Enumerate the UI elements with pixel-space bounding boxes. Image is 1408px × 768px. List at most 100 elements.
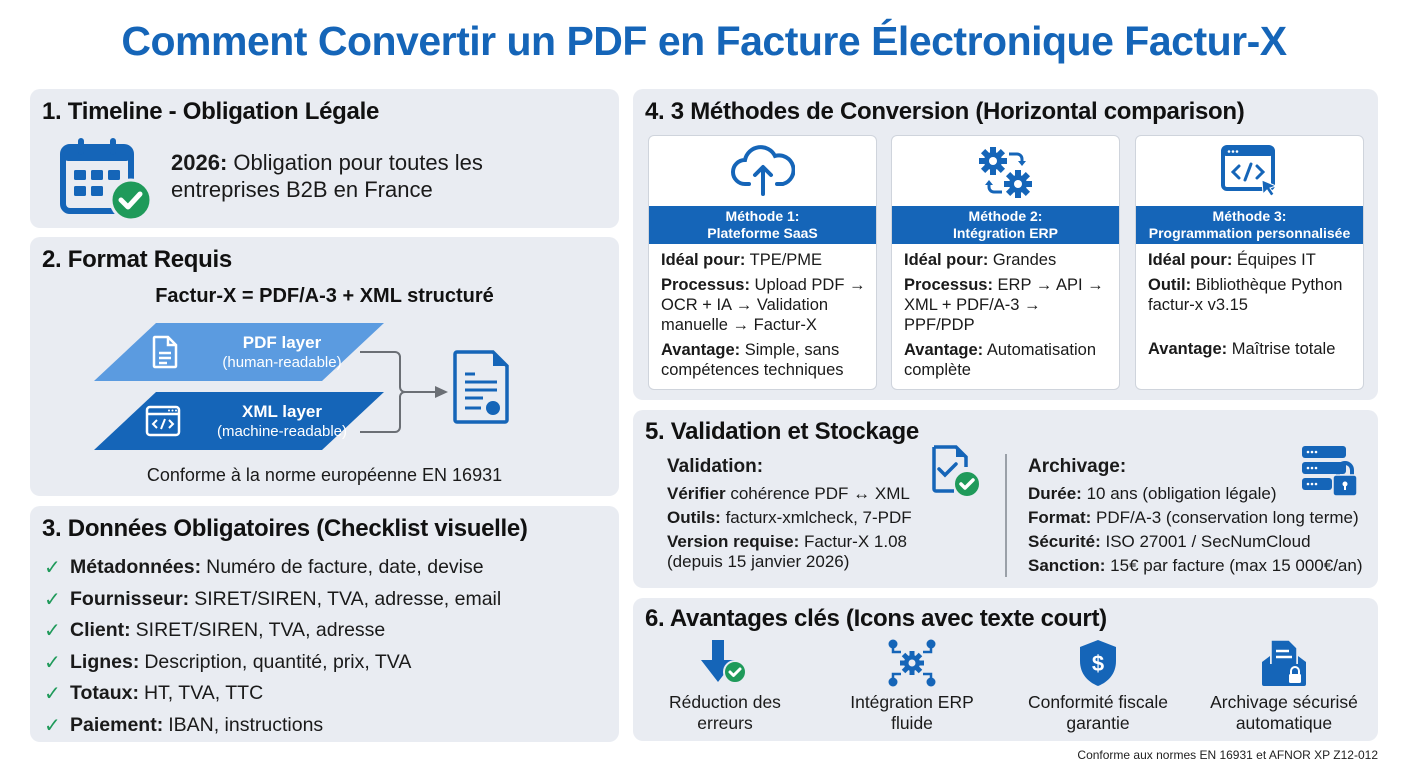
method-row: Avantage: Maîtrise totale xyxy=(1148,339,1355,359)
item-value: SIRET/SIREN, TVA, adresse xyxy=(135,619,386,642)
item-value: SIRET/SIREN, TVA, adresse, email xyxy=(194,587,502,610)
checklist-item: ✓ Métadonnées: Numéro de facture, date, de… xyxy=(44,552,501,584)
row-value: ISO 27001 / SecNumCloud xyxy=(1100,532,1311,551)
row-value: ERP → API → XML + PDF/A-3 → PPF/PDP xyxy=(904,276,1104,334)
method-card-erp: Méthode 2: Intégration ERP Idéal pour: G… xyxy=(891,135,1120,390)
row-label: Idéal pour: xyxy=(661,251,746,269)
method-1-name: Plateforme SaaS xyxy=(707,225,818,241)
archive-row: Format: PDF/A-3 (conservation long terme… xyxy=(1028,506,1363,530)
timeline-line2: entreprises B2B en France xyxy=(171,177,433,202)
method-row: Idéal pour: TPE/PME xyxy=(661,250,868,270)
archive-block: Archivage: Durée: 10 ans (obligation lég… xyxy=(1028,455,1363,578)
row-value: Maîtrise totale xyxy=(1227,340,1336,358)
method-3-band: Méthode 3: Programmation personnalisée xyxy=(1136,206,1363,244)
check-icon: ✓ xyxy=(44,557,61,580)
item-label: Lignes: xyxy=(70,650,140,673)
method-row: Avantage: Simple, sans compétences techn… xyxy=(661,340,868,380)
format-heading: 2. Format Requis xyxy=(42,246,232,273)
label-line: automatique xyxy=(1235,713,1333,733)
label-line: erreurs xyxy=(697,713,753,733)
method-3-number: Méthode 3: xyxy=(1212,208,1287,224)
validation-row: Outils: facturx-xmlcheck, 7-PDF xyxy=(667,506,912,530)
checklist-item: ✓ Paiement: IBAN, instructions xyxy=(44,710,501,742)
gear-network-icon xyxy=(888,639,936,687)
check-icon: ✓ xyxy=(44,620,61,643)
method-row: Processus: ERP → API → XML + PDF/A-3 → P… xyxy=(904,275,1111,335)
archive-row: Durée: 10 ans (obligation légale) xyxy=(1028,482,1363,506)
row-label: Idéal pour: xyxy=(1148,251,1233,269)
checklist-item: ✓ Lignes: Description, quantité, prix, TVA xyxy=(44,647,501,679)
format-panel: 2. Format Requis Factur-X = PDF/A-3 + XM… xyxy=(30,237,619,496)
advantage-item: Réduction des erreurs xyxy=(635,638,815,734)
advantages-heading: 6. Avantages clés (Icons avec texte cour… xyxy=(645,605,1107,632)
advantage-label: Conformité fiscale garantie xyxy=(1008,692,1188,734)
method-row: Avantage: Automatisation complète xyxy=(904,340,1111,380)
cloud-upload-icon xyxy=(730,145,795,196)
method-2-number: Méthode 2: xyxy=(968,208,1043,224)
row-value: Automatisation complète xyxy=(904,341,1096,379)
label-line: garantie xyxy=(1066,713,1130,733)
checklist-item: ✓ Client: SIRET/SIREN, TVA, adresse xyxy=(44,615,501,647)
method-row: Idéal pour: Équipes IT xyxy=(1148,250,1355,270)
xml-layer-title: XML layer xyxy=(241,402,322,421)
row-value: facturx-xmlcheck, 7-PDF xyxy=(720,508,912,527)
validation-heading: 5. Validation et Stockage xyxy=(645,418,919,445)
code-window-icon xyxy=(145,405,181,437)
method-row: Outil: Bibliothèque Python factur-x v3.1… xyxy=(1148,275,1355,315)
row-label: Avantage: xyxy=(904,341,984,359)
validation-row: (depuis 15 janvier 2026) xyxy=(667,550,912,574)
method-row: Processus: Upload PDF → OCR + IA → Valid… xyxy=(661,275,868,335)
row-label: Sécurité: xyxy=(1028,532,1101,551)
label-line: Archivage sécurisé xyxy=(1210,692,1358,712)
row-label: Outils: xyxy=(667,508,721,527)
method-1-band: Méthode 1: Plateforme SaaS xyxy=(649,206,876,244)
row-value: 15€ par facture (max 15 000€/an) xyxy=(1105,556,1363,575)
row-label: Processus: xyxy=(661,276,750,294)
timeline-year: 2026: xyxy=(171,150,228,175)
document-check-icon xyxy=(932,445,981,498)
arrow-down-check-icon xyxy=(701,640,747,684)
row-value: Grandes xyxy=(988,251,1057,269)
row-label: Processus: xyxy=(904,276,993,294)
item-label: Client: xyxy=(70,619,131,642)
row-label: Format: xyxy=(1028,508,1092,527)
row-value: Upload PDF → OCR + IA → Validation manue… xyxy=(661,276,866,334)
advantage-item: Intégration ERP fluide xyxy=(822,638,1002,734)
page-title: Comment Convertir un PDF en Facture Élec… xyxy=(121,18,1287,64)
archive-row: Sanction: 15€ par facture (max 15 000€/a… xyxy=(1028,554,1363,578)
mandatory-checklist: ✓ Métadonnées: Numéro de facture, date, de… xyxy=(44,552,501,741)
row-value: Équipes IT xyxy=(1232,251,1316,269)
check-icon: ✓ xyxy=(44,683,61,706)
method-card-saas: Méthode 1: Plateforme SaaS Idéal pour: T… xyxy=(648,135,877,390)
row-label: Version requise: xyxy=(667,532,800,551)
gears-sync-icon xyxy=(978,147,1032,198)
pdf-layer: PDF layer (human-readable) xyxy=(94,323,384,381)
row-value: cohérence PDF ↔ XML xyxy=(725,484,910,503)
pdf-layer-title: PDF layer xyxy=(242,333,322,352)
validation-row: Version requise: Factur-X 1.08 xyxy=(667,530,912,554)
timeline-heading: 1. Timeline - Obligation Légale xyxy=(42,98,379,125)
advantages-panel: 6. Avantages clés (Icons avec texte cour… xyxy=(633,598,1378,741)
section-divider xyxy=(1005,454,1007,577)
archive-row: Sécurité: ISO 27001 / SecNumCloud xyxy=(1028,530,1363,554)
method-1-number: Méthode 1: xyxy=(725,208,800,224)
row-value: PDF/A-3 (conservation long terme) xyxy=(1091,508,1359,527)
methods-heading: 4. 3 Méthodes de Conversion (Horizontal … xyxy=(645,98,1245,125)
timeline-panel: 1. Timeline - Obligation Légale 2026: Ob… xyxy=(30,89,619,228)
row-label: Durée: xyxy=(1028,484,1082,503)
check-icon: ✓ xyxy=(44,588,61,611)
secure-archive-icon xyxy=(1262,639,1306,686)
advantage-item: Archivage sécurisé automatique xyxy=(1194,638,1374,734)
format-formula: Factur-X = PDF/A-3 + XML structuré xyxy=(155,285,494,307)
row-value: (depuis 15 janvier 2026) xyxy=(667,552,850,571)
mandatory-data-panel: 3. Données Obligatoires (Checklist visue… xyxy=(30,506,619,742)
svg-text:$: $ xyxy=(1092,651,1104,676)
methods-panel: 4. 3 Méthodes de Conversion (Horizontal … xyxy=(633,89,1378,400)
archive-title: Archivage: xyxy=(1028,456,1127,477)
check-icon: ✓ xyxy=(44,651,61,674)
validation-block: Validation: Vérifier cohérence PDF ↔ XML… xyxy=(667,455,912,574)
timeline-line1: Obligation pour toutes les xyxy=(227,150,483,175)
checklist-item: ✓ Totaux: HT, TVA, TTC xyxy=(44,678,501,710)
method-3-name: Programmation personnalisée xyxy=(1148,225,1351,241)
item-value: Description, quantité, prix, TVA xyxy=(144,650,412,673)
